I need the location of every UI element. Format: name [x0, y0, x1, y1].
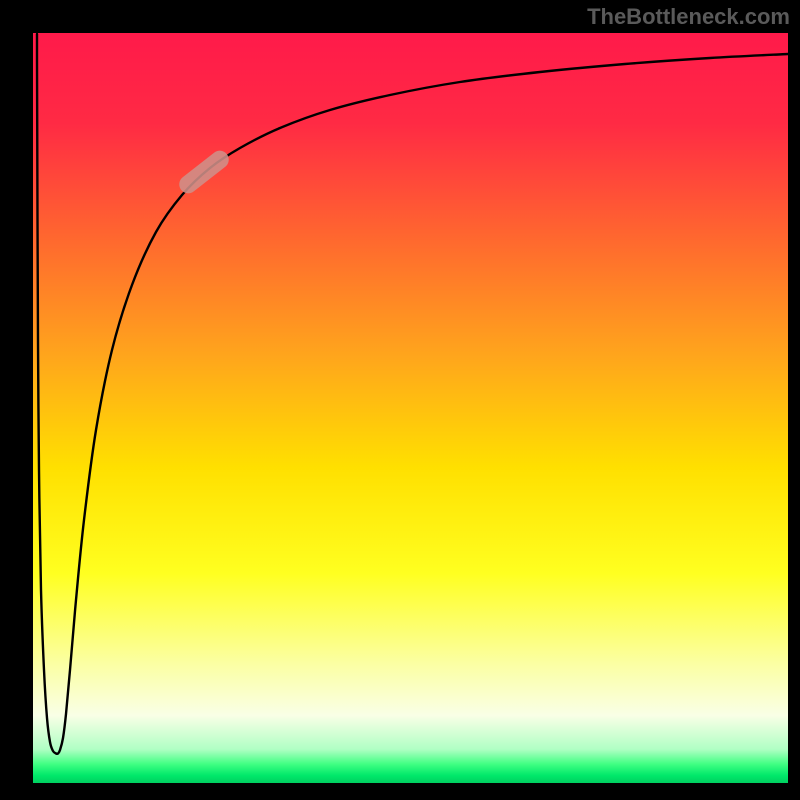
curve-layer	[0, 0, 800, 800]
chart-container: TheBottleneck.com	[0, 0, 800, 800]
attribution-text: TheBottleneck.com	[587, 4, 790, 30]
bottleneck-curve	[37, 34, 788, 754]
